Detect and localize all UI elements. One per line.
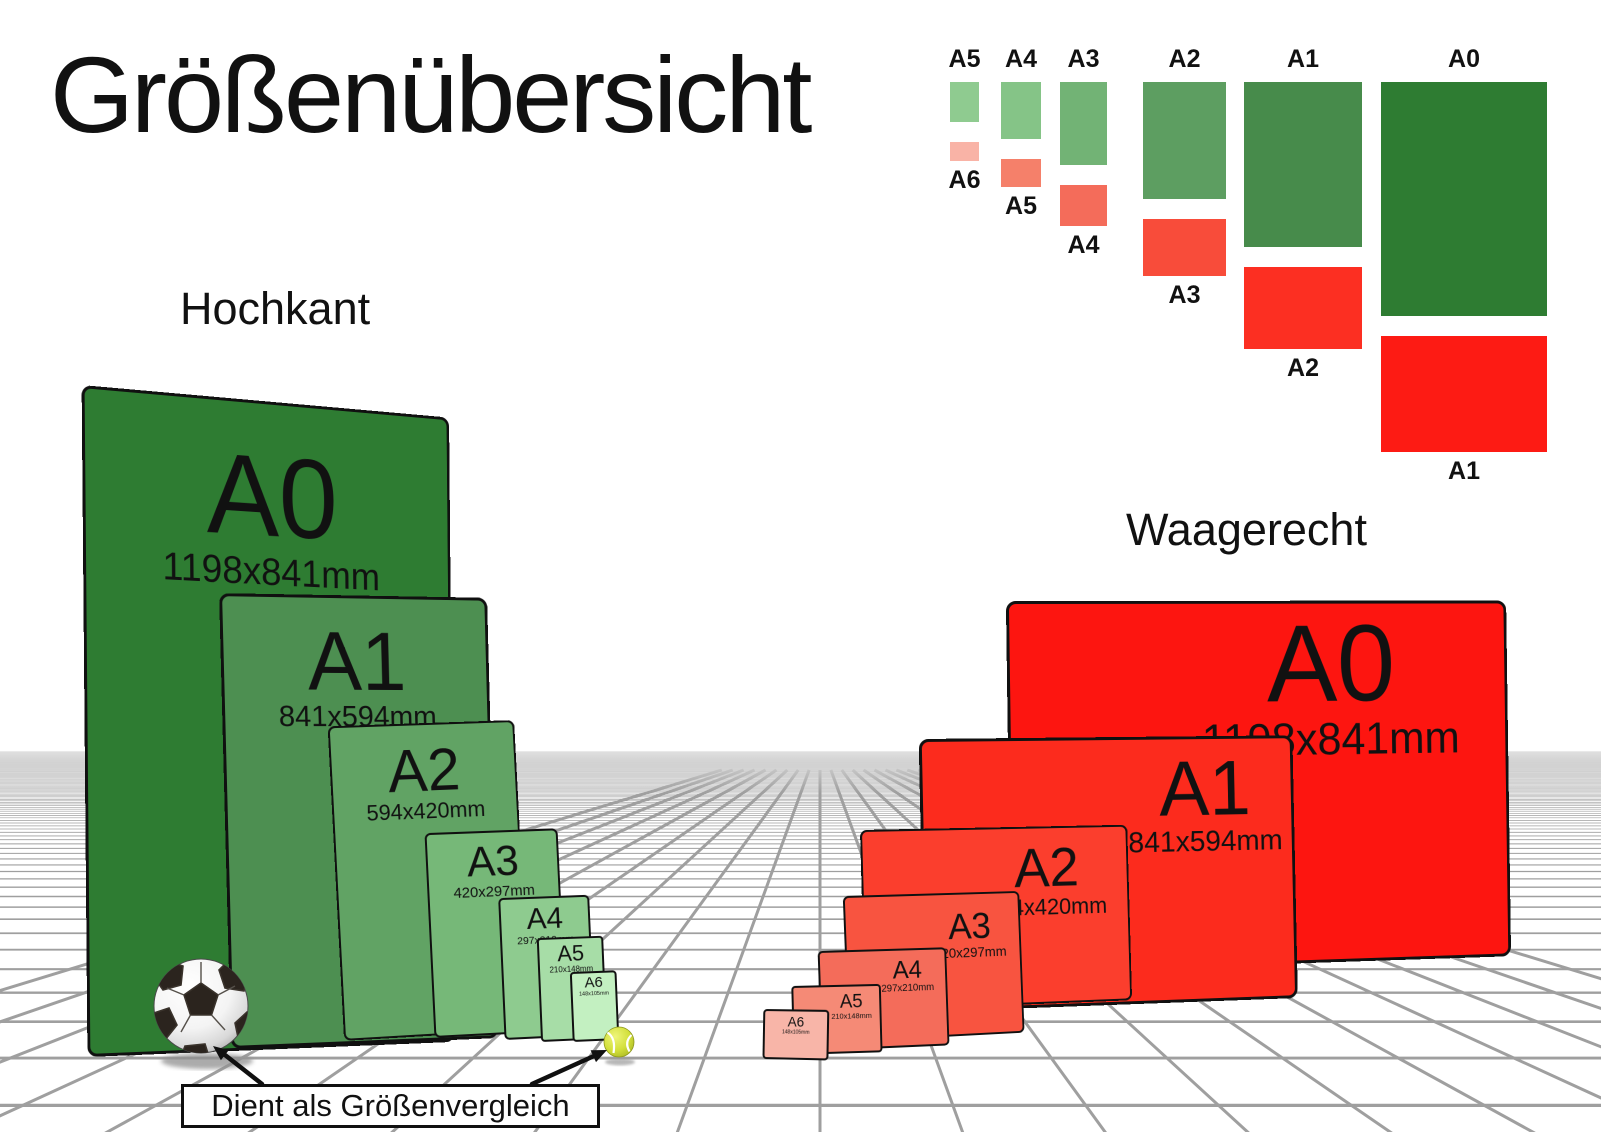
mini-green-rect — [1381, 82, 1547, 316]
paper-size-dimensions: 841x594mm — [1128, 823, 1283, 859]
paper-size-label: A3 — [947, 905, 992, 948]
paper-size-label: A4 — [525, 901, 564, 936]
landscape-panel-a6: A6 148x105mm — [762, 1009, 830, 1061]
mini-top-label: A0 — [1448, 45, 1480, 73]
mini-top-label: A5 — [948, 45, 981, 73]
caption-arrows — [213, 1046, 607, 1087]
paper-size-label: A6 — [787, 1014, 805, 1030]
paper-size-label: A0 — [1265, 602, 1396, 725]
mini-red-rect — [1381, 336, 1547, 452]
mini-bottom-label: A2 — [1287, 354, 1319, 382]
paper-size-dimensions: 210x148mm — [831, 1011, 872, 1022]
paper-size-label: A1 — [1158, 744, 1252, 833]
mini-column-a3: A3 A4 — [1060, 46, 1107, 258]
tennis-ball — [603, 1026, 635, 1066]
mini-red-rect — [1143, 219, 1226, 276]
mini-top-label: A2 — [1168, 45, 1201, 73]
mini-red-rect — [1060, 185, 1107, 226]
mini-green-rect — [950, 82, 979, 122]
mini-top-label: A1 — [1287, 45, 1319, 73]
paper-size-dimensions: 297x210mm — [881, 982, 935, 995]
mini-column-a1: A1 A2 — [1244, 46, 1362, 381]
mini-red-rect — [1001, 159, 1041, 187]
mini-green-rect — [1244, 82, 1362, 247]
mini-bottom-label: A1 — [1448, 457, 1480, 485]
paper-size-dimensions: 148x105mm — [781, 1029, 810, 1037]
mini-column-a0: A0 A1 — [1381, 46, 1547, 484]
mini-bottom-label: A6 — [948, 166, 981, 194]
paper-size-label: A0 — [205, 428, 339, 565]
mini-bottom-label: A4 — [1067, 231, 1100, 259]
mini-red-rect — [950, 142, 979, 161]
paper-size-dimensions: 594x420mm — [365, 796, 486, 826]
paper-size-label: A3 — [465, 836, 520, 887]
mini-bottom-label: A5 — [1005, 192, 1037, 220]
mini-green-rect — [1060, 82, 1107, 165]
mini-column-a2: A2 A3 — [1143, 46, 1226, 308]
mini-top-label: A4 — [1005, 45, 1037, 73]
mini-green-rect — [1001, 82, 1041, 139]
caption-box: Dient als Größenvergleich — [181, 1084, 600, 1128]
paper-size-label: A4 — [892, 955, 923, 985]
mini-red-rect — [1244, 267, 1362, 349]
mini-column-a5: A5 A6 — [948, 45, 981, 194]
page-title: Größenübersicht — [50, 34, 812, 155]
portrait-group-label: Hochkant — [180, 283, 371, 334]
paper-size-label: A5 — [839, 991, 863, 1013]
paper-size-label: A1 — [306, 614, 408, 708]
mini-bottom-label: A3 — [1168, 281, 1201, 309]
mini-green-rect — [1143, 82, 1226, 199]
landscape-group-label: Waagerecht — [1126, 504, 1367, 555]
paper-size-label: A5 — [556, 940, 585, 967]
mini-column-a4: A4 A5 — [1001, 46, 1041, 219]
paper-size-label: A2 — [1013, 835, 1080, 899]
paper-size-dimensions: 148x105mm — [578, 990, 610, 998]
mini-top-label: A3 — [1067, 45, 1100, 73]
paper-size-label: A2 — [386, 735, 462, 805]
paper-size-label: A6 — [584, 973, 604, 992]
